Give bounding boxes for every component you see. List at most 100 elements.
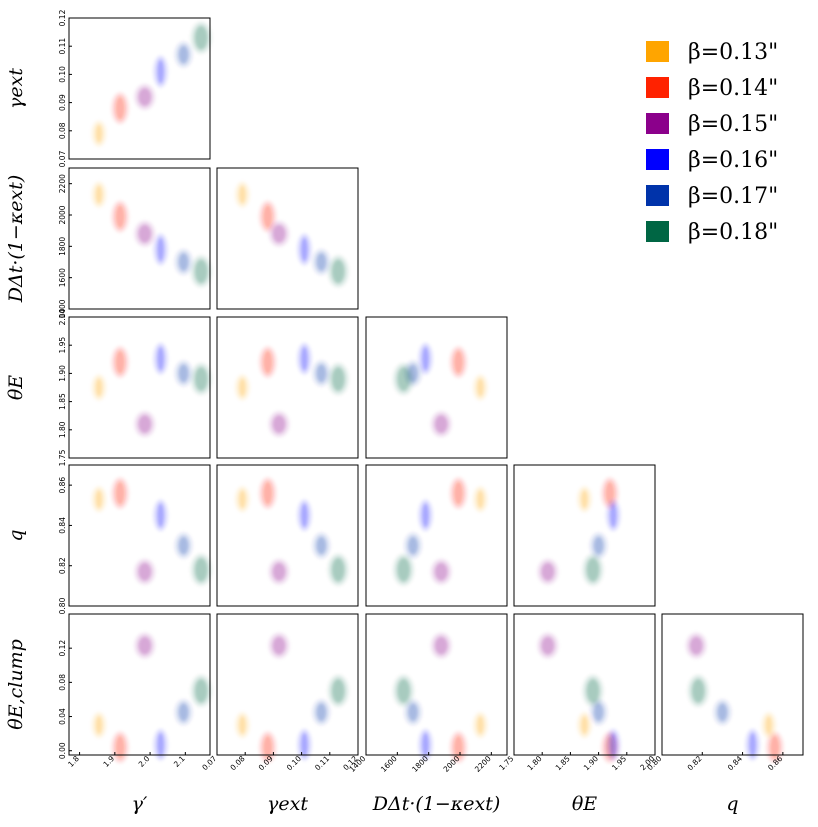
x-tick-label: 1.85: [554, 754, 572, 772]
contour-inner: [581, 716, 588, 735]
contour-inner: [262, 481, 273, 506]
y-tick-label: 2.00: [58, 308, 67, 325]
y-tick-label: 0.82: [58, 557, 67, 574]
contour-inner: [476, 378, 484, 397]
y-axis-label: θE,clump: [5, 639, 27, 729]
contour-inner: [178, 364, 189, 383]
contour-inner: [604, 481, 615, 506]
x-tick-label: 2.1: [172, 754, 187, 769]
contour-inner: [300, 732, 308, 757]
x-tick-label: 0.07: [200, 754, 218, 772]
y-axis-label: DΔt·(1−κext): [5, 175, 27, 304]
contour-inner: [331, 678, 345, 703]
y-tick-label: 2000: [58, 205, 67, 224]
contour-inner: [300, 346, 308, 371]
legend-swatch: [646, 149, 669, 170]
panel-border: [68, 613, 211, 756]
legend-label: β=0.18": [688, 220, 778, 245]
contour-inner: [115, 735, 126, 760]
x-axis-label: θE: [572, 793, 597, 815]
contour-inner: [178, 45, 189, 64]
contour-inner: [272, 562, 286, 581]
contour-inner: [397, 557, 411, 582]
contour-inner: [331, 557, 345, 582]
y-tick-label: 0.12: [58, 9, 67, 26]
contour-inner: [408, 703, 418, 722]
panel-border: [513, 464, 656, 607]
contour-inner: [408, 536, 418, 555]
contour-inner: [316, 364, 327, 383]
contour-inner: [138, 415, 152, 434]
contour-inner: [262, 350, 273, 375]
x-tick-label: 2200: [473, 754, 493, 774]
y-tick-label: 0.12: [58, 640, 67, 657]
x-tick-label: 1.75: [497, 754, 515, 772]
contour-inner: [769, 735, 780, 760]
y-tick-label: 0.11: [58, 38, 67, 55]
panel-border: [68, 464, 211, 607]
y-tick-label: 1.85: [58, 393, 67, 410]
contour-inner: [316, 703, 327, 722]
y-axis-label: θE: [5, 375, 27, 400]
x-axis-label: DΔt·(1−κext): [372, 793, 501, 815]
panel-border: [365, 464, 508, 607]
contour-inner: [262, 204, 273, 229]
contour-inner: [272, 415, 286, 434]
legend-swatch: [646, 77, 669, 98]
legend-swatch: [646, 185, 669, 206]
contour-inner: [422, 503, 430, 528]
y-tick-label: 0.09: [58, 94, 67, 111]
x-tick-label: 2.0: [137, 754, 152, 769]
x-tick-label: 1.80: [525, 754, 543, 772]
y-tick-label: 0.84: [58, 517, 67, 534]
contour-inner: [138, 224, 152, 243]
panel-border: [68, 17, 211, 160]
panel-border: [216, 613, 359, 756]
contour-inner: [749, 732, 757, 757]
contour-inner: [138, 562, 152, 581]
contour-inner: [115, 204, 126, 229]
contour-inner: [593, 703, 604, 722]
y-tick-label: 0.07: [58, 150, 67, 167]
legend: β=0.13" β=0.14" β=0.15" β=0.16" β=0.17" β=0.1…: [646, 40, 778, 245]
contour-inner: [593, 536, 604, 555]
y-axis-label: γext: [5, 68, 27, 109]
contour-inner: [453, 350, 464, 375]
contour-inner: [178, 253, 189, 271]
contour-inner: [157, 503, 165, 528]
legend-label: β=0.17": [688, 184, 778, 209]
x-tick-label: 0.11: [313, 754, 331, 772]
y-tick-label: 1400: [58, 299, 67, 318]
contour-inner: [272, 224, 286, 243]
contour-inner: [476, 716, 484, 735]
legend-swatch: [646, 41, 669, 62]
contour-inner: [157, 237, 165, 262]
contour-inner: [691, 678, 705, 703]
contour-inner: [397, 367, 411, 392]
contour-inner: [453, 735, 464, 760]
contour-inner: [95, 185, 103, 204]
y-tick-label: 0.04: [58, 708, 67, 725]
legend-label: β=0.15": [688, 112, 778, 137]
contour-inner: [717, 703, 728, 722]
contour-inner: [316, 253, 327, 271]
x-axis-label: γ′: [132, 793, 148, 815]
contour-inner: [586, 557, 600, 582]
panel-border: [661, 613, 804, 756]
contour-inner: [453, 481, 464, 506]
contour-inner: [115, 481, 126, 506]
contour-inner: [434, 562, 448, 581]
y-axis-label: q: [5, 529, 27, 541]
panel-thetaE-vs-gamma: [68, 316, 211, 459]
panel-border: [216, 167, 359, 310]
contour-inner: [178, 703, 189, 722]
contour-inner: [316, 536, 327, 555]
contour-inner: [300, 237, 308, 262]
contour-inner: [331, 367, 345, 392]
contour-inner: [194, 259, 208, 284]
contour-inner: [238, 716, 246, 735]
contour-inner: [138, 636, 152, 655]
panel-border: [68, 167, 211, 310]
y-tick-label: 0.10: [58, 66, 67, 83]
